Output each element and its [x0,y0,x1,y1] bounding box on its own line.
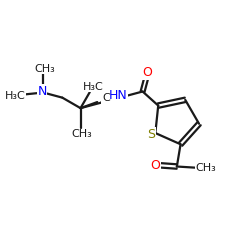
Text: CH₃: CH₃ [72,129,92,139]
Text: H₃C: H₃C [83,82,104,92]
Text: O: O [150,159,160,172]
Text: H₃C: H₃C [5,91,26,101]
Text: CH₃: CH₃ [34,64,55,74]
Text: CH₃: CH₃ [196,164,216,173]
Text: S: S [147,128,155,141]
Text: N: N [37,85,47,98]
Text: HN: HN [108,89,127,102]
Text: O: O [142,66,152,79]
Text: C: C [102,93,110,103]
